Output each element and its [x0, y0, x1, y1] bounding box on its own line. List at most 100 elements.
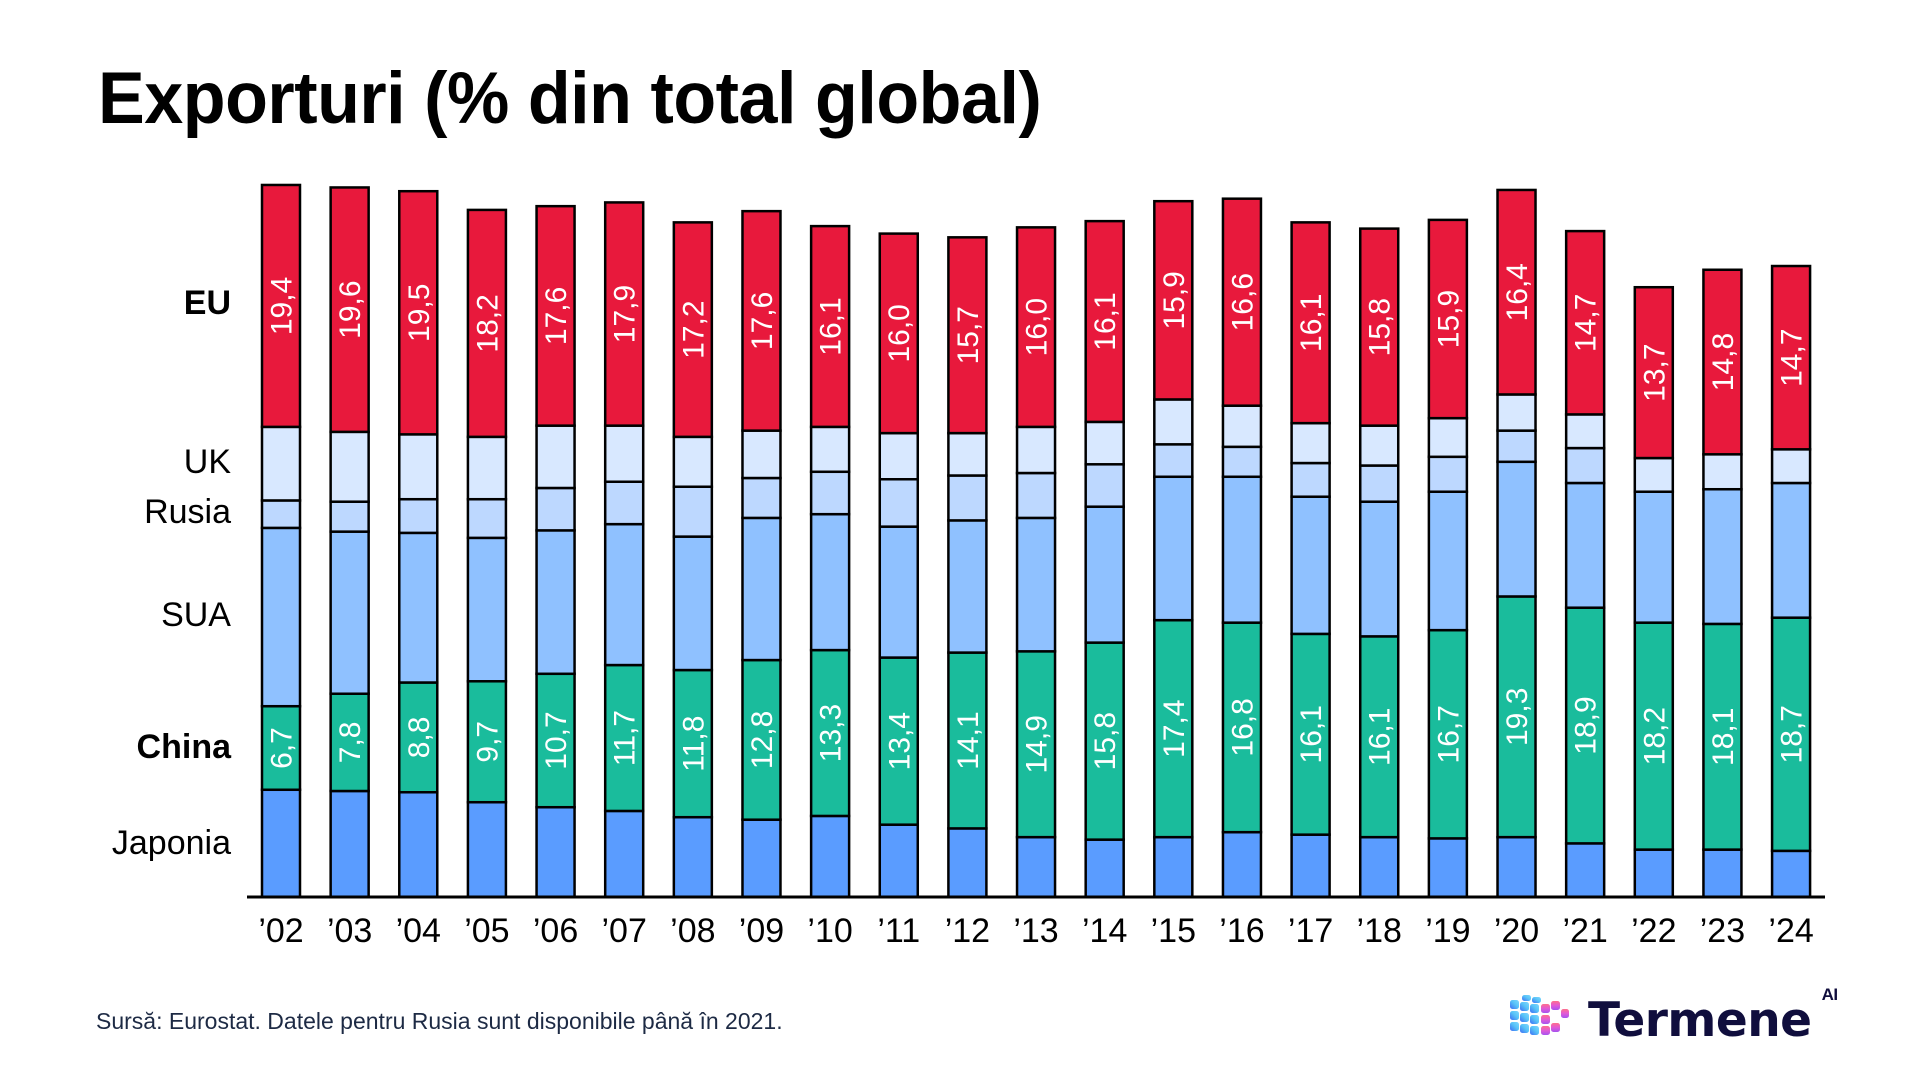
bar-segment-eu — [809, 224, 851, 429]
bar-segment-eu — [1496, 188, 1537, 396]
x-tick-label: ’20 — [1494, 912, 1539, 950]
data-label-china: 19,3 — [1501, 688, 1534, 746]
data-label-eu: 16,4 — [1501, 263, 1534, 321]
bar-segment-rusia — [809, 470, 851, 516]
x-tick-label: ’06 — [533, 912, 578, 950]
bar-segment-china — [947, 651, 988, 830]
bar-segment-sua — [1084, 505, 1125, 644]
x-tick-label: ’02 — [258, 912, 303, 950]
data-label-eu: 18,2 — [471, 294, 504, 352]
bar-segment-sua — [1358, 500, 1400, 638]
bar-stack — [1153, 199, 1194, 899]
bar-segment-uk — [1633, 456, 1675, 493]
bar-segment-rusia — [1358, 464, 1400, 503]
bar-segment-japonia — [1633, 848, 1675, 899]
bar-segment-sua — [398, 531, 439, 684]
bar-segment-eu — [741, 209, 782, 432]
bar-segment-uk — [1015, 425, 1057, 475]
bar-segment-china — [1633, 621, 1675, 851]
bar-stack — [947, 236, 988, 899]
data-label-eu: 16,1 — [1295, 294, 1328, 352]
bar-segment-sua — [1496, 460, 1537, 598]
data-label-eu: 15,9 — [1158, 271, 1191, 329]
data-label-china: 10,7 — [540, 711, 573, 769]
bar-segment-uk — [809, 425, 851, 474]
x-tick-label: ’24 — [1768, 912, 1813, 950]
data-label-china: 16,1 — [1295, 705, 1328, 763]
data-label-china: 6,7 — [266, 727, 299, 769]
bar-stack — [1427, 218, 1469, 899]
bar-segment-sua — [741, 516, 782, 662]
bar-segment-china — [1702, 622, 1743, 851]
data-label-china: 13,3 — [815, 704, 848, 762]
bar-segment-japonia — [535, 805, 576, 899]
bar-segment-japonia — [741, 818, 782, 899]
bar-segment-china — [1084, 641, 1125, 841]
x-tick-label: ’03 — [327, 912, 372, 950]
bars — [260, 183, 1812, 899]
bar-stack — [672, 221, 714, 899]
bar-segment-eu — [1427, 218, 1469, 420]
data-label-eu: 14,7 — [1570, 294, 1603, 352]
bar-segment-japonia — [398, 791, 439, 899]
bar-segment-eu — [466, 208, 508, 439]
bar-segment-japonia — [1496, 835, 1537, 899]
bar-segment-rusia — [1496, 429, 1537, 464]
bar-stack — [1358, 227, 1400, 899]
bar-stack — [329, 186, 370, 899]
bar-stack — [1290, 221, 1331, 899]
bar-segment-rusia — [466, 497, 508, 540]
bar-segment-japonia — [1358, 835, 1400, 899]
bar-segment-uk — [603, 424, 645, 483]
x-tick-label: ’18 — [1357, 912, 1402, 950]
bar-segment-uk — [260, 425, 302, 502]
brand-logo: Termene AI — [1508, 985, 1838, 1050]
bar-stack — [1015, 226, 1057, 899]
bar-segment-eu — [672, 221, 714, 439]
bar-segment-eu — [329, 186, 370, 434]
bar-segment-sua — [1770, 481, 1812, 619]
x-axis-tick-labels: ’02 ’03 ’04 ’05 ’06 ’07 ’08 ’09 ’10 ’11 ’12 ’13 ’14 ’… — [258, 912, 1813, 950]
bar-segment-eu — [1564, 229, 1606, 416]
data-label-china: 17,4 — [1158, 699, 1191, 757]
data-label-china: 16,1 — [1364, 708, 1397, 766]
data-label-china: 14,1 — [952, 711, 985, 769]
brand-name: Termene AI — [1588, 985, 1838, 1048]
data-label-eu: 16,0 — [883, 304, 916, 362]
data-label-china: 8,8 — [403, 717, 436, 759]
bar-segment-sua — [1015, 516, 1057, 653]
bar-segment-china — [466, 680, 508, 804]
data-label-china: 9,7 — [471, 721, 504, 763]
bar-segment-japonia — [878, 823, 920, 899]
bar-segment-japonia — [466, 800, 508, 899]
bar-segment-rusia — [1084, 463, 1125, 508]
bar-segment-china — [1221, 621, 1263, 834]
bar-segment-uk — [1358, 424, 1400, 467]
value-labels: 6,7 19,4 7,8 19,6 8,8 19,5 9,7 18,2 10,7 17,6 11,7… — [266, 263, 1809, 773]
bar-segment-rusia — [947, 474, 988, 522]
bar-segment-japonia — [1015, 835, 1057, 899]
x-tick-label: ’07 — [602, 912, 647, 950]
x-tick-label: ’17 — [1288, 912, 1333, 950]
bar-segment-japonia — [1290, 833, 1331, 899]
bar-stack — [1770, 264, 1812, 899]
bar-segment-rusia — [1427, 455, 1469, 493]
row-label-eu: EU — [184, 284, 231, 322]
bar-segment-uk — [466, 435, 508, 501]
data-label-eu: 17,9 — [609, 285, 642, 343]
bar-stack — [1496, 188, 1537, 899]
bar-stack — [260, 183, 302, 899]
data-label-eu: 17,6 — [540, 287, 573, 345]
bar-segment-rusia — [878, 478, 920, 528]
bar-segment-sua — [603, 522, 645, 667]
bar-segment-china — [603, 663, 645, 813]
bar-segment-china — [1153, 618, 1194, 839]
bar-segment-sua — [672, 535, 714, 672]
x-tick-label: ’22 — [1631, 912, 1676, 950]
bar-segment-eu — [1153, 199, 1194, 401]
bar-segment-uk — [947, 431, 988, 477]
bar-segment-japonia — [672, 815, 714, 899]
data-label-eu: 19,5 — [403, 284, 436, 342]
row-label-china: China — [137, 728, 233, 766]
bar-segment-china — [1015, 650, 1057, 839]
